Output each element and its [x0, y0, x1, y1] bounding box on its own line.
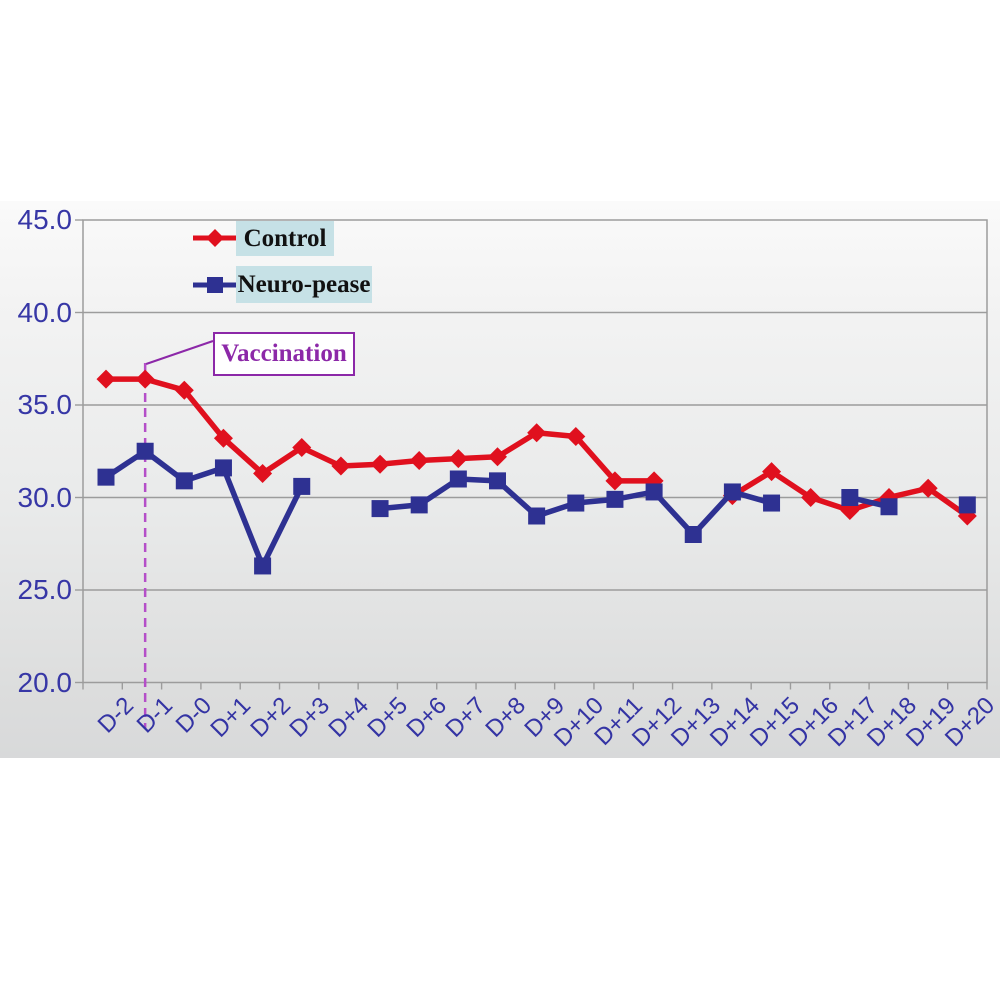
vaccination-annotation: Vaccination: [213, 332, 355, 376]
control-data-point: [292, 438, 312, 458]
control-data-point: [370, 454, 390, 474]
control-data-point: [331, 456, 351, 476]
control-data-point: [801, 488, 821, 507]
neuro-pease-data-point: [723, 483, 741, 501]
neuro-pease-series-marker-icon: [193, 277, 237, 293]
neuro-pease-data-point: [606, 490, 624, 508]
y-axis-label: 20.0: [17, 666, 73, 698]
plot-frame: [82, 219, 988, 684]
neuro-pease-data-point: [841, 489, 859, 506]
y-axis-label: 25.0: [17, 574, 73, 605]
neuro-pease-data-point: [214, 459, 232, 477]
control-data-point: [488, 447, 507, 467]
control-data-point: [527, 423, 547, 443]
control-data-point: [409, 451, 429, 470]
control-data-point: [448, 449, 468, 469]
neuro-pease-data-point: [645, 483, 663, 501]
neuro-pease-data-point: [528, 507, 546, 525]
neuro-pease-data-point: [489, 472, 506, 490]
y-axis-label: 40.0: [17, 296, 73, 328]
neuro-pease-data-point: [175, 472, 193, 490]
legend-label-control: Control: [236, 221, 334, 256]
y-axis-label: 45.0: [17, 204, 73, 235]
neuro-pease-data-point: [449, 470, 467, 488]
neuro-pease-data-point: [254, 557, 272, 575]
neuro-pease-data-point: [97, 468, 115, 486]
neuro-pease-data-point: [371, 500, 389, 518]
vaccination-leader-line: [145, 340, 214, 365]
neuro-pease-data-point: [293, 477, 311, 495]
neuro-pease-data-point: [880, 498, 898, 516]
control-data-point: [135, 369, 155, 389]
control-data-point: [213, 428, 233, 448]
neuro-pease-data-point: [567, 494, 585, 512]
control-data-point: [253, 463, 273, 483]
control-data-point: [174, 380, 194, 400]
y-axis-label: 35.0: [17, 389, 73, 420]
control-data-point: [762, 462, 782, 482]
control-data-point: [605, 471, 625, 491]
control-data-point: [918, 478, 938, 498]
control-series-marker-icon: [193, 229, 237, 247]
control-data-point: [566, 426, 586, 446]
control-data-point: [96, 369, 116, 389]
neuro-pease-data-point: [684, 526, 702, 543]
y-axis-label: 30.0: [17, 481, 73, 513]
neuro-pease-data-point: [136, 442, 154, 460]
neuro-pease-data-point: [763, 494, 781, 512]
legend-label-neuro-pease: Neuro-pease: [236, 266, 372, 303]
neuro-pease-data-point: [410, 496, 428, 514]
neuro-pease-data-point: [958, 496, 976, 514]
